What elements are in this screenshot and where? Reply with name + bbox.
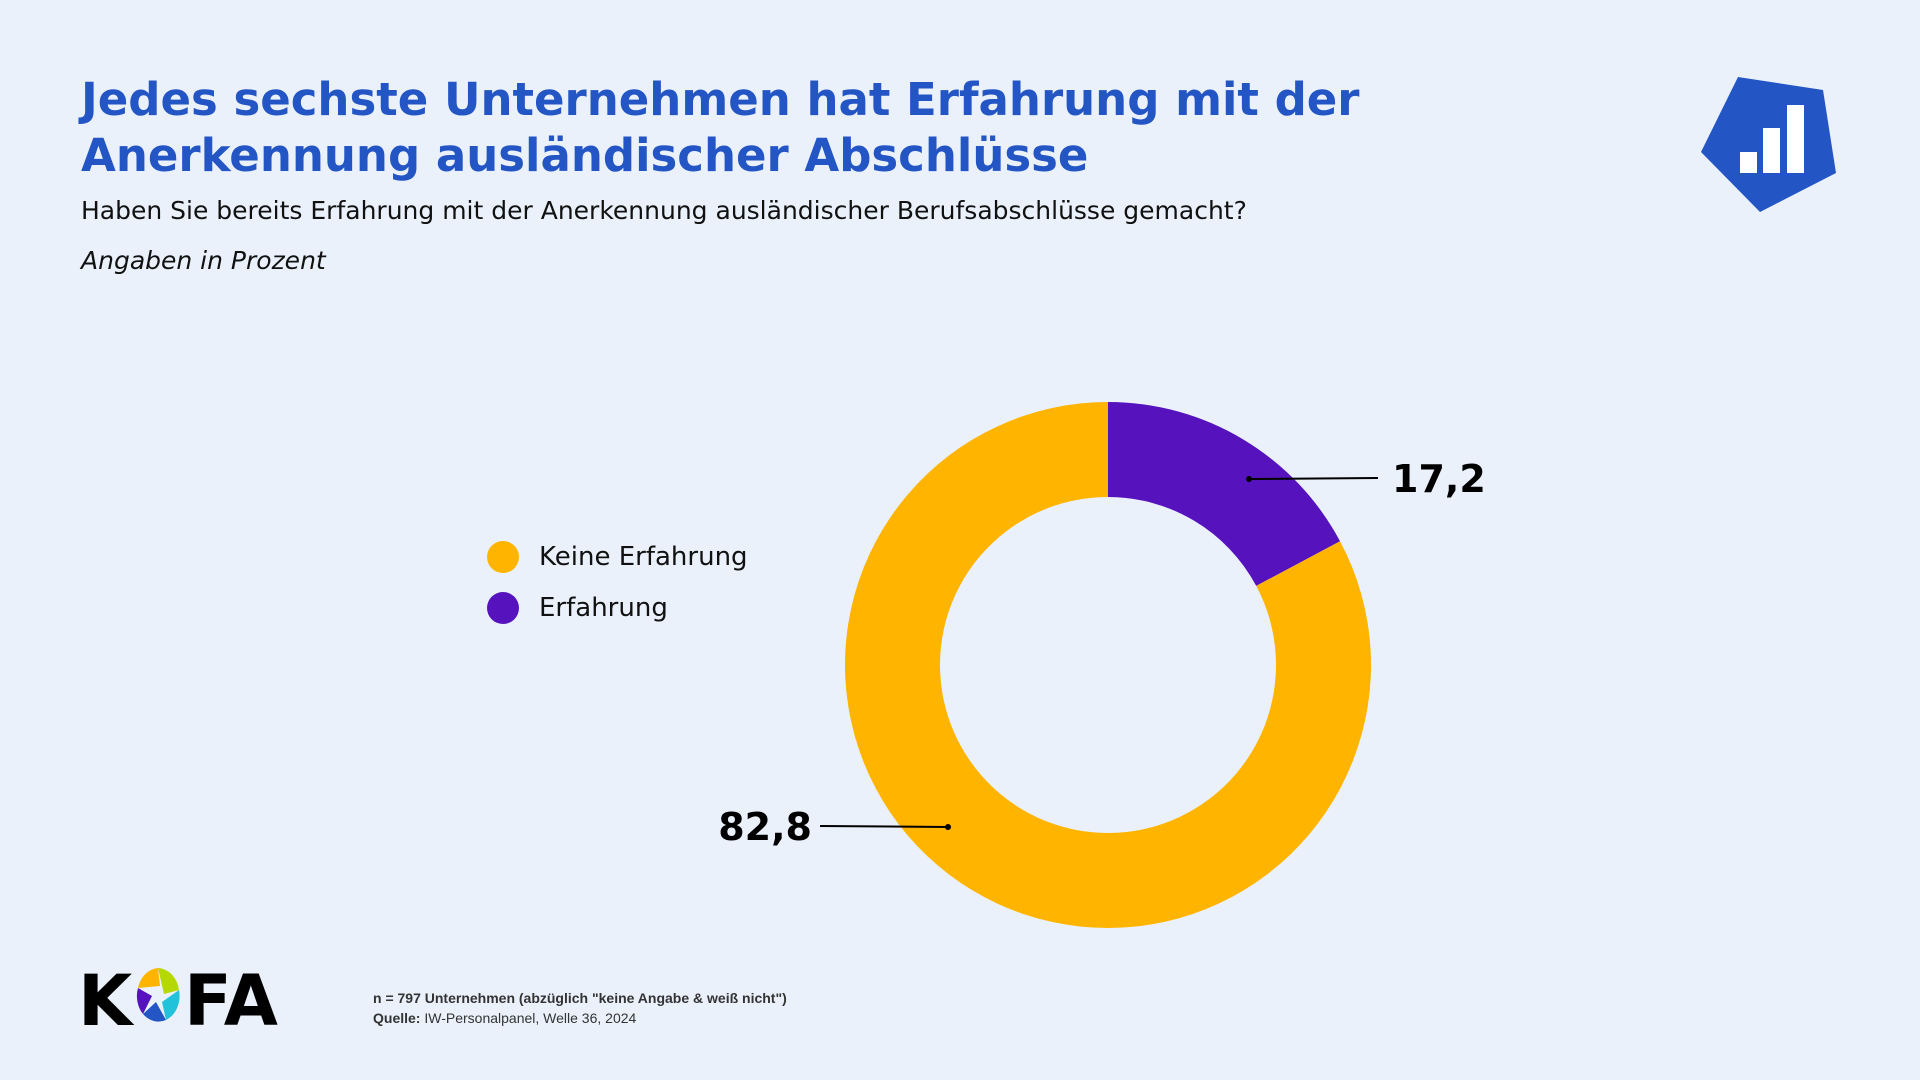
legend-label: Erfahrung bbox=[539, 592, 668, 623]
svg-text:K: K bbox=[78, 960, 135, 1030]
chart-footer: n = 797 Unternehmen (abzüglich "keine An… bbox=[373, 988, 787, 1028]
legend-item: Erfahrung bbox=[487, 582, 748, 633]
chart-subtitle: Haben Sie bereits Erfahrung mit der Aner… bbox=[81, 196, 1247, 225]
svg-text:FA: FA bbox=[184, 960, 278, 1030]
unit-note: Angaben in Prozent bbox=[81, 246, 326, 275]
legend-item: Keine Erfahrung bbox=[487, 531, 748, 582]
bar-chart-badge-icon bbox=[1701, 77, 1836, 212]
source-note: Quelle: IW-Personalpanel, Welle 36, 2024 bbox=[373, 1010, 637, 1026]
data-label: 17,2 bbox=[1392, 457, 1486, 501]
kofa-logo: K FA bbox=[78, 960, 278, 1030]
chart-legend: Keine Erfahrung Erfahrung bbox=[487, 531, 748, 633]
data-label: 82,8 bbox=[718, 805, 812, 849]
donut-slice-erfahrung bbox=[1108, 402, 1341, 586]
legend-swatch bbox=[487, 540, 519, 573]
leader-line bbox=[1248, 477, 1379, 480]
leader-dot bbox=[945, 824, 951, 830]
donut-slice-keine-erfahrung bbox=[845, 402, 1372, 928]
legend-swatch bbox=[487, 591, 519, 624]
leader-line bbox=[819, 825, 949, 828]
leader-dot bbox=[1246, 476, 1252, 482]
legend-label: Keine Erfahrung bbox=[539, 541, 748, 572]
page-title: Jedes sechste Unternehmen hat Erfahrung … bbox=[81, 73, 1360, 182]
sample-note: n = 797 Unternehmen (abzüglich "keine An… bbox=[373, 990, 787, 1006]
